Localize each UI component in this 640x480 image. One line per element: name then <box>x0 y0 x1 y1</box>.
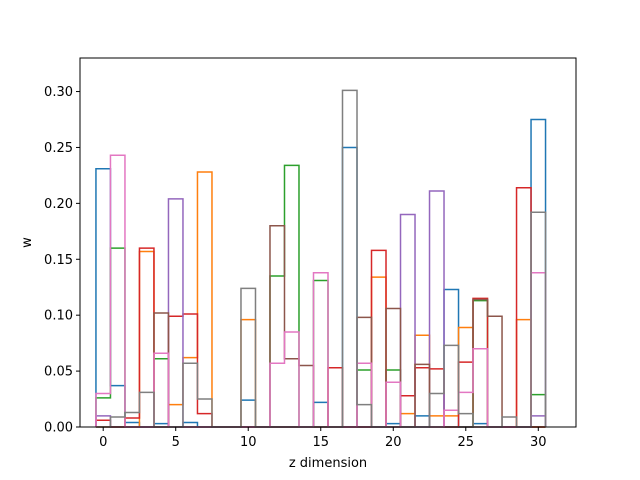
x-tick-label: 30 <box>530 435 547 450</box>
x-tick-label: 5 <box>172 435 180 450</box>
x-tick-label: 25 <box>458 435 475 450</box>
series-7 <box>95 154 547 428</box>
x-axis-label: z dimension <box>289 456 367 471</box>
axes-layer: 0 5 10 15 20 25 30 0.00 0.05 0.10 0.15 0.20 0.25 0.30 <box>44 85 547 450</box>
y-tick-label: 0.00 <box>44 421 73 436</box>
x-tick-label: 0 <box>99 435 107 450</box>
y-tick-label: 0.20 <box>44 197 73 212</box>
series-7-step-outline <box>95 154 547 428</box>
y-tick-label: 0.30 <box>44 85 73 100</box>
y-tick-label: 0.15 <box>44 253 73 268</box>
y-axis-label: w <box>20 237 35 248</box>
x-tick-label: 20 <box>385 435 402 450</box>
y-tick-label: 0.25 <box>44 141 73 156</box>
y-tick-label: 0.05 <box>44 365 73 380</box>
x-tick-label: 10 <box>240 435 257 450</box>
plot-frame <box>79 57 577 428</box>
x-tick-label: 15 <box>312 435 329 450</box>
y-tick-label: 0.10 <box>44 309 73 324</box>
